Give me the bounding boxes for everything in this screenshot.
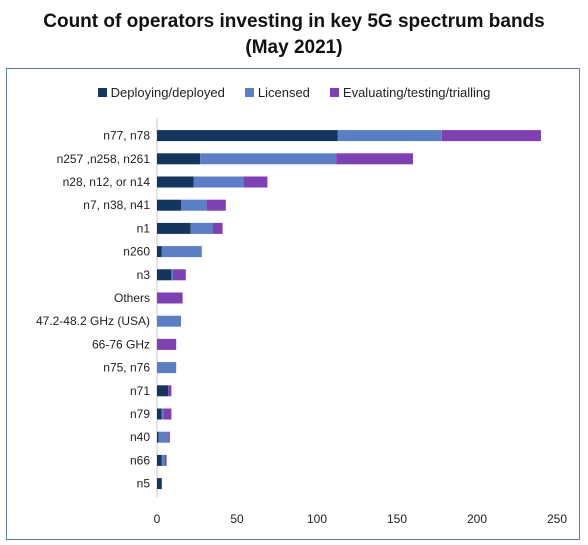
bar-segment-deploying xyxy=(157,454,162,466)
bar-segment-licensed xyxy=(181,199,207,211)
bar-segment-deploying xyxy=(157,385,169,397)
x-tick-label: 150 xyxy=(387,512,407,526)
bar-segment-evaluating xyxy=(336,153,413,165)
bar-segment-licensed xyxy=(337,130,442,142)
bar-segment-licensed xyxy=(157,362,177,374)
bar-segment-licensed xyxy=(200,153,337,165)
category-label: n28, n12, or n14 xyxy=(63,175,151,189)
bar-segment-licensed xyxy=(157,315,181,327)
chart-title: Count of operators investing in key 5G s… xyxy=(43,11,545,32)
x-tick-label: 250 xyxy=(547,512,567,526)
bar-segment-deploying xyxy=(157,478,162,490)
bar-segment-licensed xyxy=(161,454,165,466)
x-tick-label: 50 xyxy=(230,512,244,526)
x-tick-label: 0 xyxy=(154,512,161,526)
bar-segment-evaluating xyxy=(157,292,183,304)
category-label: Others xyxy=(114,291,150,305)
bar-segment-licensed xyxy=(158,431,169,443)
category-label: n1 xyxy=(137,221,151,235)
bar-segment-evaluating xyxy=(243,176,268,188)
category-label: n5 xyxy=(137,477,151,491)
bar-segment-evaluating xyxy=(206,199,226,211)
bar-segment-evaluating xyxy=(168,431,170,443)
x-tick-label: 200 xyxy=(467,512,487,526)
category-label: n257 ,n258, n261 xyxy=(57,152,151,166)
bar-segment-evaluating xyxy=(163,408,172,420)
bar-segment-evaluating xyxy=(213,222,223,234)
bar-segment-evaluating xyxy=(168,385,172,397)
category-label: n7, n38, n41 xyxy=(83,198,150,212)
legend-label-evaluating: Evaluating/testing/trialling xyxy=(342,85,491,100)
category-label: n3 xyxy=(137,268,151,282)
bar-segment-licensed xyxy=(193,176,244,188)
category-label: n75, n76 xyxy=(103,361,150,375)
category-label: n40 xyxy=(130,430,150,444)
bar-segment-deploying xyxy=(157,130,338,142)
category-label: 47.2-48.2 GHz (USA) xyxy=(36,314,150,328)
bar-segment-deploying xyxy=(157,246,162,258)
category-label: n71 xyxy=(130,384,150,398)
bar-segment-evaluating xyxy=(441,130,541,142)
legend-swatch-licensed xyxy=(244,88,254,97)
bar-segment-deploying xyxy=(157,199,181,211)
bar-segment-licensed xyxy=(171,269,173,281)
category-label: n77, n78 xyxy=(103,129,150,143)
bar-segment-licensed xyxy=(161,246,202,258)
chart-subtitle: (May 2021) xyxy=(245,37,343,58)
chart-frame xyxy=(6,68,580,540)
legend-swatch-evaluating xyxy=(329,88,339,97)
bar-segment-evaluating xyxy=(165,454,167,466)
legend-item-evaluating: Evaluating/testing/trialling xyxy=(329,85,491,100)
legend-item-licensed: Licensed xyxy=(244,85,310,100)
x-tick-label: 100 xyxy=(307,512,327,526)
category-label: 66-76 GHz xyxy=(92,337,150,351)
bar-segment-deploying xyxy=(157,408,162,420)
category-label: n260 xyxy=(123,245,150,259)
bar-segment-licensed xyxy=(190,222,213,234)
bar-segment-deploying xyxy=(157,176,194,188)
bar-segment-deploying xyxy=(157,222,191,234)
bar-segment-evaluating xyxy=(173,269,186,281)
bar-segment-deploying xyxy=(157,269,172,281)
legend-item-deploying: Deploying/deployed xyxy=(97,85,225,100)
bar-segment-deploying xyxy=(157,153,201,165)
legend-swatch-deploying xyxy=(97,88,107,97)
bar-segment-deploying xyxy=(157,431,159,443)
category-label: n79 xyxy=(130,407,150,421)
category-label: n66 xyxy=(130,453,150,467)
bar-segment-evaluating xyxy=(157,338,177,350)
legend-label-licensed: Licensed xyxy=(257,85,310,100)
bar-segment-licensed xyxy=(161,408,164,420)
legend-label-deploying: Deploying/deployed xyxy=(110,85,225,100)
chart-legend: Deploying/deployed Licensed Evaluating/t… xyxy=(0,85,588,100)
